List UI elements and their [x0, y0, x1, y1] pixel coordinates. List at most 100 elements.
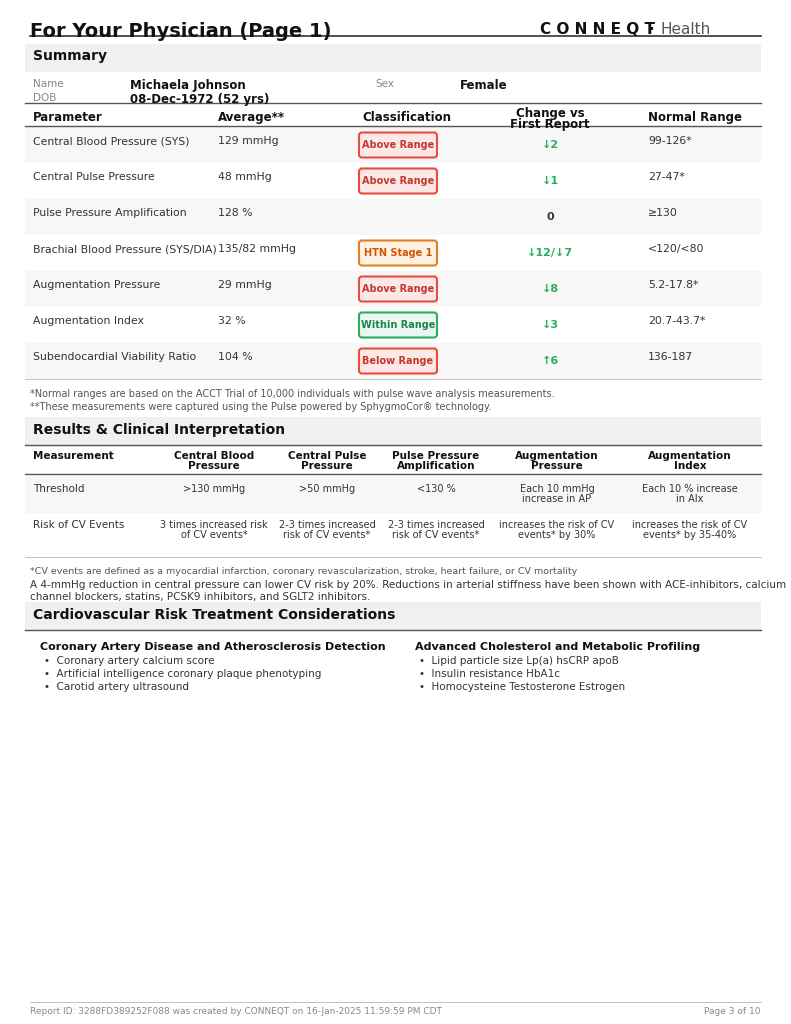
Text: Augmentation Pressure: Augmentation Pressure: [33, 280, 161, 290]
Text: Augmentation: Augmentation: [648, 451, 732, 461]
Text: events* by 30%: events* by 30%: [518, 530, 596, 540]
Text: 104 %: 104 %: [218, 352, 252, 362]
Text: 99-126*: 99-126*: [648, 136, 691, 146]
Text: •  Artificial intelligence coronary plaque phenotyping: • Artificial intelligence coronary plaqu…: [44, 669, 321, 679]
Text: ↓8: ↓8: [541, 284, 558, 294]
Text: 128 %: 128 %: [218, 208, 252, 218]
Text: increases the risk of CV: increases the risk of CV: [633, 520, 747, 530]
Text: Amplification: Amplification: [397, 461, 475, 471]
Bar: [25, 513, 761, 557]
Text: Central Pulse Pressure: Central Pulse Pressure: [33, 172, 155, 182]
Bar: [25, 477, 761, 513]
Text: Index: Index: [674, 461, 706, 471]
Text: 48 mmHg: 48 mmHg: [218, 172, 272, 182]
Text: 135/82 mmHg: 135/82 mmHg: [218, 244, 296, 254]
Text: Pressure: Pressure: [301, 461, 353, 471]
Text: Classification: Classification: [362, 111, 451, 124]
FancyBboxPatch shape: [359, 312, 437, 338]
Bar: [25, 271, 761, 307]
Text: Measurement: Measurement: [33, 451, 114, 461]
Text: Threshold: Threshold: [33, 484, 85, 494]
Text: Parameter: Parameter: [33, 111, 103, 124]
Text: Central Blood Pressure (SYS): Central Blood Pressure (SYS): [33, 136, 190, 146]
Text: 27-47*: 27-47*: [648, 172, 685, 182]
Text: Pulse Pressure: Pulse Pressure: [392, 451, 479, 461]
Text: 2-3 times increased: 2-3 times increased: [388, 520, 484, 530]
Text: C O N N E Q T: C O N N E Q T: [540, 22, 655, 37]
Text: *CV events are defined as a myocardial infarction, coronary revascularization, s: *CV events are defined as a myocardial i…: [30, 567, 577, 575]
Text: 20.7-43.7*: 20.7-43.7*: [648, 316, 706, 326]
Text: •  Homocysteine Testosterone Estrogen: • Homocysteine Testosterone Estrogen: [419, 682, 625, 692]
Text: *Normal ranges are based on the ACCT Trial of 10,000 individuals with pulse wave: *Normal ranges are based on the ACCT Tri…: [30, 389, 554, 399]
Text: 129 mmHg: 129 mmHg: [218, 136, 278, 146]
Text: For Your Physician (Page 1): For Your Physician (Page 1): [30, 22, 331, 41]
Text: Average**: Average**: [218, 111, 285, 124]
Bar: [25, 234, 761, 271]
FancyBboxPatch shape: [359, 132, 437, 158]
Text: Coronary Artery Disease and Atherosclerosis Detection: Coronary Artery Disease and Atherosclero…: [40, 642, 386, 652]
Text: Above Range: Above Range: [361, 284, 434, 294]
Text: First Report: First Report: [510, 118, 590, 131]
FancyBboxPatch shape: [359, 241, 437, 265]
Text: Pulse Pressure Amplification: Pulse Pressure Amplification: [33, 208, 187, 218]
Text: risk of CV events*: risk of CV events*: [283, 530, 371, 540]
Text: ↓1: ↓1: [541, 176, 558, 186]
Text: 136-187: 136-187: [648, 352, 693, 362]
Text: Pressure: Pressure: [188, 461, 240, 471]
Text: •  Lipid particle size Lp(a) hsCRP apoB: • Lipid particle size Lp(a) hsCRP apoB: [419, 656, 619, 666]
Text: ↓3: ↓3: [542, 319, 558, 330]
Text: Subendocardial Viability Ratio: Subendocardial Viability Ratio: [33, 352, 196, 362]
Text: Central Pulse: Central Pulse: [288, 451, 366, 461]
Text: 0: 0: [547, 212, 554, 222]
Text: Report ID: 3288FD389252F088 was created by CONNEQT on 16-Jan-2025 11:59:59 PM CD: Report ID: 3288FD389252F088 was created …: [30, 1007, 442, 1016]
Text: >130 mmHg: >130 mmHg: [183, 484, 245, 494]
Text: 5.2-17.8*: 5.2-17.8*: [648, 280, 698, 290]
Text: •  Insulin resistance HbA1c: • Insulin resistance HbA1c: [419, 669, 560, 679]
Text: **These measurements were captured using the Pulse powered by SphygmoCor® techno: **These measurements were captured using…: [30, 402, 491, 412]
Text: Augmentation: Augmentation: [515, 451, 599, 461]
Text: •  Coronary artery calcium score: • Coronary artery calcium score: [44, 656, 214, 666]
Text: Above Range: Above Range: [361, 176, 434, 186]
Bar: [25, 307, 761, 343]
Text: ↓2: ↓2: [541, 140, 558, 150]
Bar: [25, 44, 761, 72]
Text: Change vs: Change vs: [516, 106, 585, 120]
Text: Michaela Johnson: Michaela Johnson: [130, 79, 246, 92]
Text: Advanced Cholesterol and Metabolic Profiling: Advanced Cholesterol and Metabolic Profi…: [415, 642, 700, 652]
Bar: [25, 199, 761, 234]
FancyBboxPatch shape: [359, 276, 437, 301]
Text: <130 %: <130 %: [417, 484, 456, 494]
Text: Page 3 of 10: Page 3 of 10: [705, 1007, 761, 1016]
Text: Above Range: Above Range: [361, 140, 434, 150]
Text: channel blockers, statins, PCSK9 inhibitors, and SGLT2 inhibitors.: channel blockers, statins, PCSK9 inhibit…: [30, 592, 370, 602]
Text: Each 10 mmHg: Each 10 mmHg: [520, 484, 594, 494]
Text: ↓12/↓7: ↓12/↓7: [527, 248, 573, 258]
Text: Summary: Summary: [33, 49, 107, 63]
Text: 2-3 times increased: 2-3 times increased: [278, 520, 376, 530]
Text: Brachial Blood Pressure (SYS/DIA): Brachial Blood Pressure (SYS/DIA): [33, 244, 217, 254]
Text: 3 times increased risk: 3 times increased risk: [161, 520, 268, 530]
Text: Each 10 % increase: Each 10 % increase: [642, 484, 738, 494]
Text: of CV events*: of CV events*: [180, 530, 248, 540]
FancyBboxPatch shape: [359, 169, 437, 194]
Text: Cardiovascular Risk Treatment Considerations: Cardiovascular Risk Treatment Considerat…: [33, 608, 396, 622]
Bar: [25, 343, 761, 379]
Text: Normal Range: Normal Range: [648, 111, 742, 124]
Text: risk of CV events*: risk of CV events*: [392, 530, 479, 540]
Text: Female: Female: [460, 79, 508, 92]
Text: Name: Name: [33, 79, 63, 89]
Text: increases the risk of CV: increases the risk of CV: [499, 520, 615, 530]
Text: ≥130: ≥130: [648, 208, 678, 218]
Text: <120/<80: <120/<80: [648, 244, 705, 254]
Text: Sex: Sex: [375, 79, 394, 89]
Text: ↑6: ↑6: [541, 356, 558, 366]
Text: increase in AP: increase in AP: [522, 494, 592, 504]
Bar: [25, 163, 761, 199]
Bar: [25, 127, 761, 163]
Text: •  Carotid artery ultrasound: • Carotid artery ultrasound: [44, 682, 189, 692]
Text: Health: Health: [660, 22, 710, 37]
Bar: [25, 417, 761, 445]
Text: Results & Clinical Interpretation: Results & Clinical Interpretation: [33, 423, 285, 437]
Text: Central Blood: Central Blood: [174, 451, 254, 461]
Text: 29 mmHg: 29 mmHg: [218, 280, 272, 290]
